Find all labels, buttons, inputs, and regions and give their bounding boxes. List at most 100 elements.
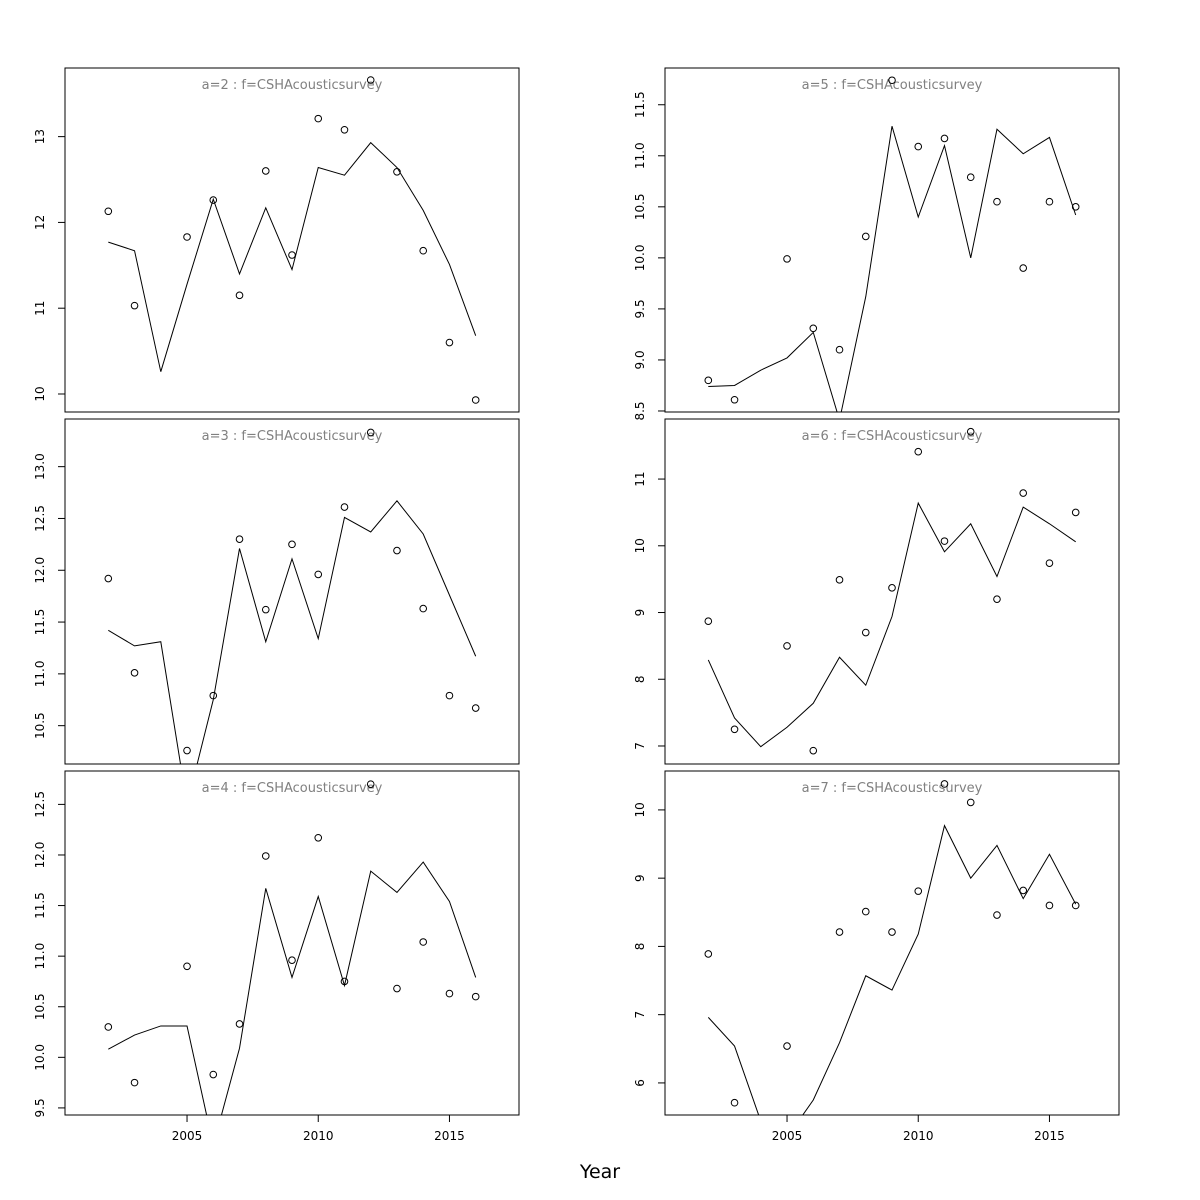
data-point	[471, 396, 480, 404]
y-tick-label: 10	[633, 802, 647, 817]
panel-frame	[664, 770, 1120, 1116]
fit-line	[707, 824, 1077, 1115]
plot-area	[704, 76, 1080, 412]
data-point	[366, 780, 375, 788]
y-tick-label: 13	[33, 129, 47, 144]
y-tick-label: 6	[633, 1079, 647, 1087]
data-point	[835, 928, 844, 936]
data-point	[183, 962, 191, 971]
fit-line	[707, 501, 1076, 748]
x-tick-label: 2015	[434, 1129, 465, 1143]
y-tick-label: 10.0	[33, 1044, 47, 1071]
data-point	[393, 546, 401, 555]
y-tick-label: 12	[33, 215, 47, 230]
data-point	[340, 125, 349, 134]
data-point	[340, 503, 349, 511]
panel-frame	[664, 67, 1120, 413]
panel-title: a=3 : f=CSHAcousticsurvey	[202, 429, 383, 444]
data-point	[861, 907, 870, 916]
data-point	[1019, 886, 1028, 895]
data-point	[261, 852, 270, 860]
x-tick-label: 2010	[303, 1129, 334, 1143]
panel-frame	[64, 67, 520, 413]
x-axis-label: Year	[579, 1161, 620, 1183]
data-point	[914, 142, 923, 151]
data-point	[993, 197, 1001, 206]
y-tick-label: 10	[633, 538, 647, 553]
data-point	[993, 911, 1001, 919]
y-tick-label: 10	[33, 386, 47, 401]
fit-line	[108, 500, 477, 764]
data-point	[835, 345, 844, 354]
data-point	[1019, 264, 1028, 272]
panel-title: a=4 : f=CSHAcousticsurvey	[202, 781, 383, 796]
data-point	[314, 833, 323, 842]
data-point	[419, 938, 428, 946]
data-point	[209, 196, 218, 204]
data-point	[471, 992, 480, 1001]
y-tick-label: 8.5	[633, 401, 647, 420]
x-tick-label: 2005	[772, 1129, 803, 1143]
data-point	[783, 642, 791, 650]
y-tick-label: 7	[633, 1011, 647, 1019]
data-point	[419, 604, 428, 613]
data-point	[445, 691, 454, 700]
data-point	[235, 291, 244, 300]
x-tick-label: 2015	[1034, 1129, 1065, 1143]
data-point	[288, 251, 296, 259]
panel-frame	[64, 418, 520, 765]
y-tick-label: 11.5	[633, 91, 647, 118]
panel-frame	[64, 770, 520, 1116]
data-point	[888, 928, 896, 936]
panel-title: a=6 : f=CSHAcousticsurvey	[802, 429, 983, 444]
y-tick-label: 9	[633, 609, 647, 617]
data-point	[730, 725, 739, 734]
data-point	[940, 134, 949, 143]
data-point	[704, 617, 713, 625]
data-point	[104, 207, 113, 216]
fit-line	[108, 141, 477, 372]
data-point	[471, 704, 480, 712]
data-point	[261, 605, 270, 614]
data-point	[235, 535, 244, 543]
data-point	[1045, 559, 1054, 567]
y-tick-label: 10.5	[633, 193, 647, 220]
data-point	[445, 338, 454, 347]
data-point	[704, 950, 713, 958]
data-point	[235, 1020, 244, 1028]
y-tick-label: 12.0	[33, 842, 47, 869]
data-point	[261, 167, 270, 175]
data-point	[1045, 197, 1054, 206]
y-tick-label: 8	[633, 943, 647, 951]
panel-title: a=2 : f=CSHAcousticsurvey	[202, 78, 383, 93]
y-tick-label: 12.0	[33, 557, 47, 584]
y-tick-label: 11	[33, 301, 47, 316]
y-tick-label: 10.5	[33, 993, 47, 1020]
y-tick-label: 10.5	[33, 712, 47, 739]
data-point	[104, 574, 113, 583]
data-point	[393, 168, 401, 176]
plot-area	[104, 428, 480, 764]
data-point	[861, 232, 870, 241]
data-point	[940, 537, 949, 545]
data-point	[966, 173, 975, 182]
data-point	[104, 1023, 113, 1031]
data-point	[314, 114, 323, 123]
plot-area	[704, 780, 1080, 1115]
fit-line	[108, 861, 477, 1115]
y-tick-label: 10.0	[633, 245, 647, 272]
data-point	[704, 376, 713, 385]
y-tick-label: 12.5	[33, 505, 47, 532]
y-tick-label: 9.5	[33, 1098, 47, 1117]
data-point	[861, 628, 870, 637]
data-point	[914, 447, 923, 456]
data-point	[835, 576, 844, 584]
data-point	[130, 301, 139, 310]
data-point	[130, 1078, 139, 1087]
data-point	[183, 746, 191, 755]
data-point	[730, 1098, 739, 1107]
data-point	[1071, 203, 1080, 211]
x-tick-label: 2010	[903, 1129, 934, 1143]
y-tick-label: 8	[633, 675, 647, 683]
